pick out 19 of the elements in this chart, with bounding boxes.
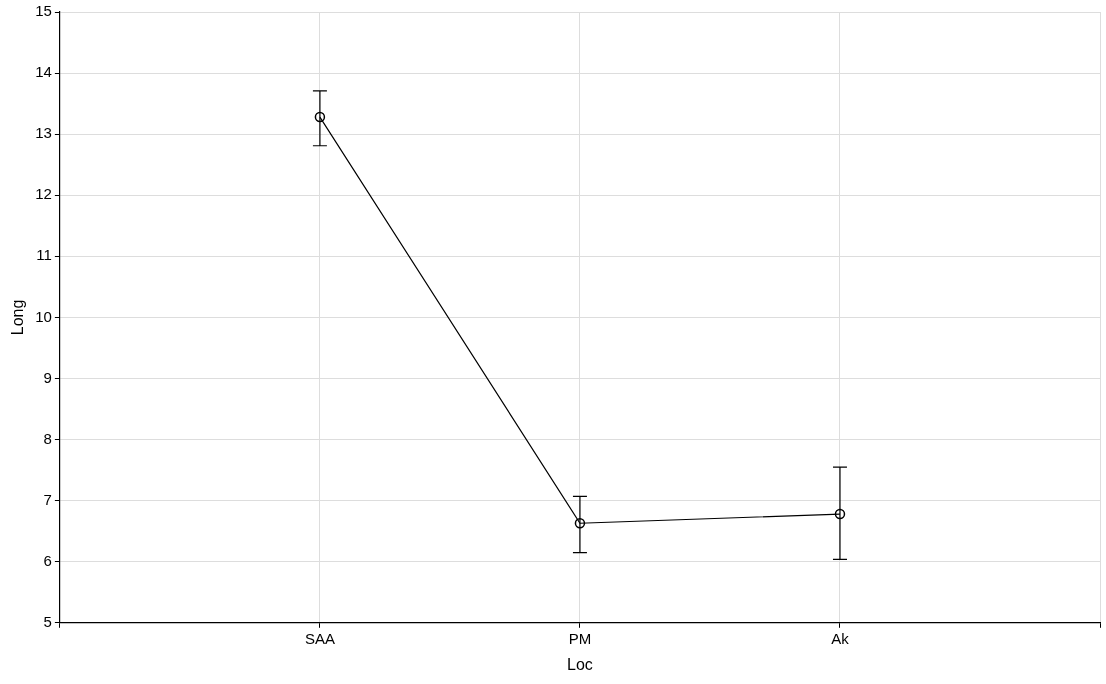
x-axis-title: Loc <box>567 655 593 673</box>
point <box>314 111 326 123</box>
y-tick-label: 14 <box>35 63 52 81</box>
y-tick-label: 15 <box>35 2 52 20</box>
y-tick-label: 5 <box>43 612 52 630</box>
x-tick-label: SAA <box>304 629 335 647</box>
y-tick-label: 8 <box>43 429 52 447</box>
y-tick-label: 11 <box>36 246 52 264</box>
y-tick-label: 9 <box>43 368 52 386</box>
y-tick-label: 10 <box>35 307 52 325</box>
y-tick-label: 13 <box>35 124 52 142</box>
point <box>574 517 586 529</box>
x-tick-label: PM <box>568 629 592 647</box>
y-tick-label: 12 <box>35 185 52 203</box>
point <box>834 508 846 520</box>
y-tick-label: 6 <box>43 551 52 569</box>
y-tick-label: 7 <box>43 490 52 508</box>
x-tick-label: Ak <box>831 629 850 647</box>
y-axis-title: Long <box>9 299 27 336</box>
